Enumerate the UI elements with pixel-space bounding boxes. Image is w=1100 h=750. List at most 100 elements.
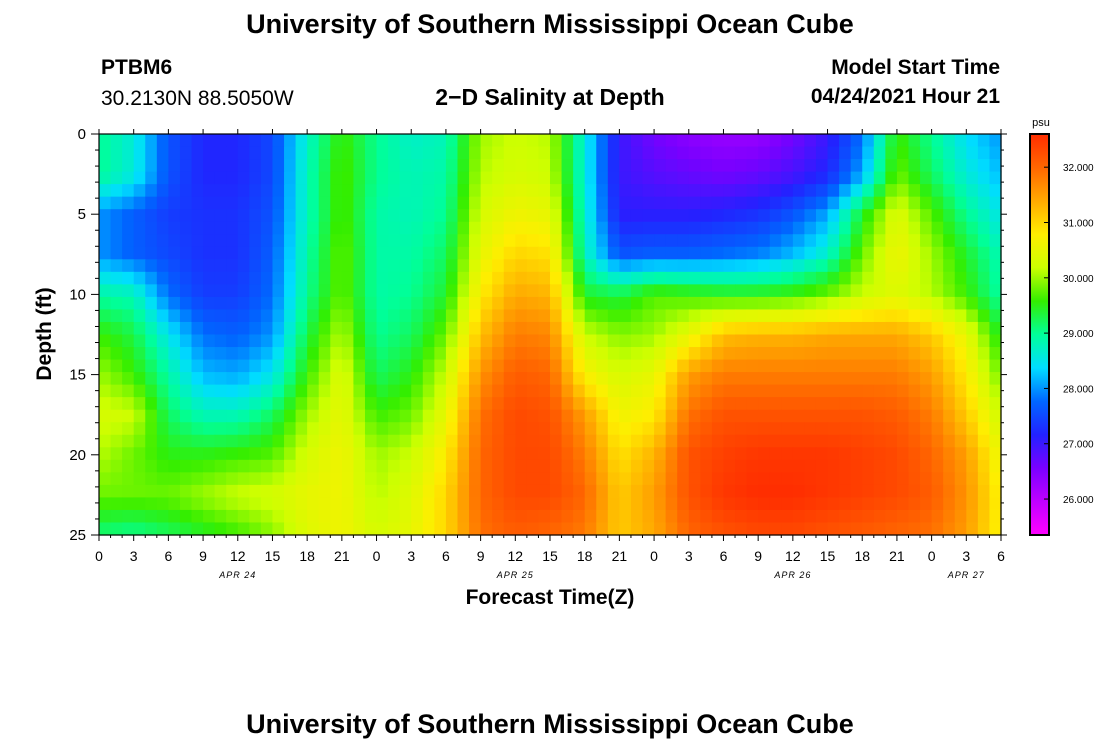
heatmap-cell bbox=[237, 347, 250, 361]
heatmap-cell bbox=[619, 309, 632, 323]
heatmap-cell bbox=[469, 171, 482, 185]
heatmap-cell bbox=[526, 184, 540, 198]
heatmap-cell bbox=[619, 497, 632, 511]
heatmap-cell bbox=[295, 146, 308, 160]
heatmap-cell bbox=[168, 271, 181, 285]
heatmap-cell bbox=[596, 159, 609, 173]
heatmap-cell bbox=[804, 134, 817, 148]
heatmap-cell bbox=[873, 422, 886, 436]
heatmap-cell bbox=[735, 146, 748, 160]
heatmap-cell bbox=[688, 184, 701, 198]
heatmap-cell bbox=[168, 309, 181, 323]
heatmap-cell bbox=[145, 409, 158, 423]
heatmap-cell bbox=[769, 246, 782, 260]
heatmap-cell bbox=[411, 196, 424, 210]
heatmap-cell bbox=[642, 472, 655, 486]
heatmap-cell bbox=[804, 246, 817, 260]
heatmap-cell bbox=[411, 409, 424, 423]
heatmap-cell bbox=[885, 422, 898, 436]
heatmap-cell bbox=[977, 309, 991, 323]
heatmap-cell bbox=[873, 271, 886, 285]
heatmap-cell bbox=[966, 509, 979, 524]
heatmap-cell bbox=[422, 384, 435, 398]
chart-title: 2−D Salinity at Depth bbox=[435, 84, 665, 110]
heatmap-cell bbox=[179, 459, 193, 473]
heatmap-cell bbox=[295, 497, 308, 511]
heatmap-cell bbox=[596, 196, 609, 210]
heatmap-cell bbox=[260, 196, 274, 210]
heatmap-cell bbox=[284, 359, 297, 373]
heatmap-cell bbox=[260, 234, 274, 248]
heatmap-cell bbox=[700, 397, 713, 411]
heatmap-cell bbox=[561, 422, 574, 436]
heatmap-cell bbox=[145, 434, 158, 448]
heatmap-cell bbox=[214, 359, 227, 373]
heatmap-cell bbox=[179, 484, 193, 499]
heatmap-cell bbox=[168, 422, 181, 436]
heatmap-cell bbox=[526, 209, 540, 223]
heatmap-cell bbox=[110, 159, 123, 173]
heatmap-cell bbox=[550, 422, 563, 436]
heatmap-cell bbox=[411, 397, 424, 411]
heatmap-cell bbox=[469, 497, 482, 511]
heatmap-cell bbox=[642, 522, 655, 536]
heatmap-cell bbox=[179, 522, 193, 536]
heatmap-cell bbox=[133, 447, 146, 461]
heatmap-cell bbox=[99, 321, 112, 336]
heatmap-cell bbox=[203, 209, 216, 223]
heatmap-cell bbox=[573, 159, 586, 173]
heatmap-cell bbox=[665, 359, 678, 373]
heatmap-cell bbox=[943, 434, 956, 448]
heatmap-cell bbox=[434, 372, 447, 386]
heatmap-cell bbox=[896, 434, 910, 448]
heatmap-cell bbox=[607, 209, 620, 223]
heatmap-cell bbox=[237, 309, 250, 323]
heatmap-cell bbox=[191, 209, 204, 223]
heatmap-cell bbox=[388, 196, 401, 210]
heatmap-cell bbox=[260, 347, 274, 361]
heatmap-cell bbox=[133, 484, 146, 499]
heatmap-cell bbox=[422, 296, 435, 311]
heatmap-cell bbox=[642, 259, 655, 273]
heatmap-cell bbox=[920, 334, 933, 348]
heatmap-cell bbox=[630, 134, 644, 148]
heatmap-cell bbox=[908, 209, 921, 223]
heatmap-cell bbox=[920, 459, 933, 473]
heatmap-cell bbox=[769, 359, 782, 373]
heatmap-cell bbox=[226, 134, 239, 148]
heatmap-cell bbox=[341, 146, 355, 160]
heatmap-cell bbox=[226, 372, 239, 386]
heatmap-cell bbox=[630, 209, 644, 223]
heatmap-cell bbox=[145, 234, 158, 248]
heatmap-cell bbox=[596, 497, 609, 511]
heatmap-cell bbox=[237, 134, 250, 148]
heatmap-cell bbox=[607, 296, 620, 311]
heatmap-cell bbox=[862, 321, 875, 336]
heatmap-cell bbox=[735, 497, 748, 511]
heatmap-cell bbox=[584, 397, 597, 411]
heatmap-cell bbox=[156, 296, 169, 311]
heatmap-cell bbox=[839, 309, 852, 323]
heatmap-cell bbox=[746, 309, 759, 323]
heatmap-cell bbox=[885, 397, 898, 411]
heatmap-cell bbox=[168, 472, 181, 486]
heatmap-cell bbox=[735, 321, 748, 336]
heatmap-cell bbox=[943, 296, 956, 311]
heatmap-cell bbox=[492, 372, 505, 386]
heatmap-cell bbox=[896, 234, 910, 248]
heatmap-cell bbox=[862, 384, 875, 398]
heatmap-cell bbox=[133, 159, 146, 173]
heatmap-cell bbox=[237, 171, 250, 185]
heatmap-cell bbox=[642, 184, 655, 198]
heatmap-cell bbox=[272, 334, 285, 348]
heatmap-cell bbox=[515, 246, 528, 260]
heatmap-cell bbox=[99, 434, 112, 448]
heatmap-cell bbox=[457, 497, 470, 511]
heatmap-cell bbox=[272, 459, 285, 473]
heatmap-cell bbox=[122, 384, 135, 398]
heatmap-cell bbox=[179, 234, 193, 248]
heatmap-cell bbox=[607, 134, 620, 148]
heatmap-cell bbox=[364, 196, 378, 210]
heatmap-cell bbox=[260, 384, 274, 398]
heatmap-cell bbox=[850, 422, 863, 436]
